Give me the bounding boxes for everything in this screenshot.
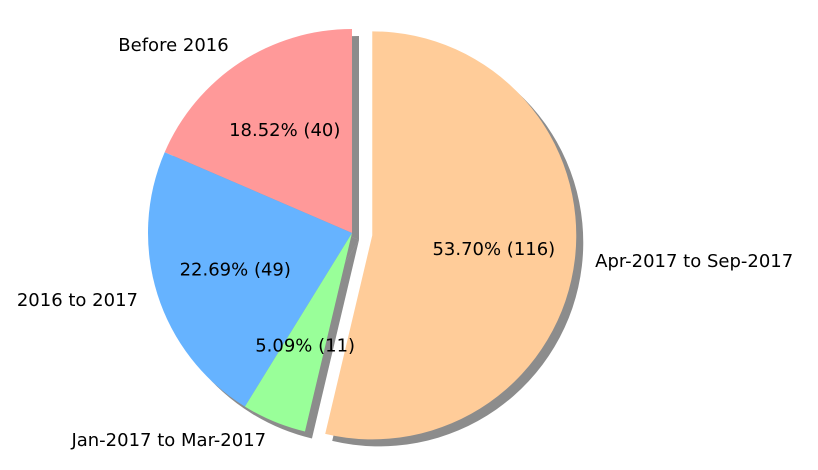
slice-jan-2017-to-mar-2017 [244,233,352,432]
slice-percent-apr-2017-to-sep-2017: 53.70% (116) [432,239,555,260]
slice-percent-jan-2017-to-mar-2017: 5.09% (11) [255,336,355,357]
slice-label-jan-2017-to-mar-2017: Jan-2017 to Mar-2017 [70,430,266,451]
slice-labels: Before 2016 2016 to 2017 Jan-2017 to Mar-2… [17,35,793,451]
slice-label-apr-2017-to-sep-2017: Apr-2017 to Sep-2017 [595,251,793,272]
slice-label-before-2016: Before 2016 [118,35,228,56]
slice-percent-labels: 18.52% (40) 22.69% (49) 5.09% (11) 53.70% (… [180,120,556,356]
slice-before-2016 [164,29,352,233]
pie-slices [147,29,577,440]
slice-apr-2017-to-sep-2017 [325,31,577,440]
slice-percent-before-2016: 18.52% (40) [229,120,340,141]
slice-label-2016-to-2017: 2016 to 2017 [17,290,138,311]
slice-percent-2016-to-2017: 22.69% (49) [180,259,291,280]
slice-2016-to-2017 [147,152,352,407]
